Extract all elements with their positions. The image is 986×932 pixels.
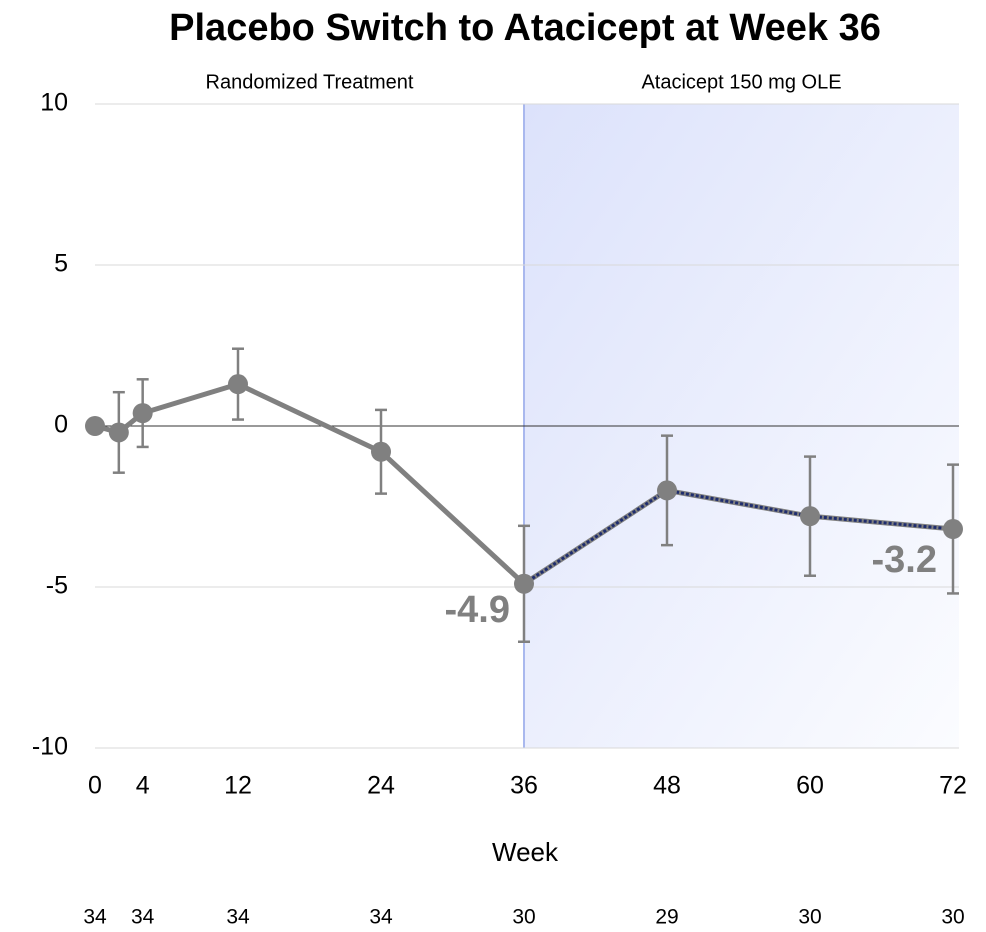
- y-tick-label: -5: [46, 572, 68, 600]
- n-count: 30: [798, 906, 821, 929]
- period-label: Atacicept 150 mg OLE: [641, 71, 841, 93]
- data-point: [108, 422, 129, 443]
- x-tick-label: 60: [796, 772, 824, 800]
- overlay-line: [523, 488, 954, 586]
- data-label: -3.2: [872, 539, 937, 581]
- y-tick-label: 0: [54, 411, 68, 439]
- x-tick-label: 72: [939, 772, 967, 800]
- n-count: 30: [512, 906, 535, 929]
- x-tick-label: 4: [136, 772, 150, 800]
- y-tick-label: -10: [32, 733, 68, 761]
- x-axis-label: Week: [492, 837, 559, 867]
- data-point: [514, 573, 534, 594]
- data-point: [132, 403, 153, 424]
- n-count: 29: [655, 906, 678, 929]
- y-tick-label: 10: [40, 89, 68, 117]
- x-tick-label: 24: [367, 772, 395, 800]
- n-count: 30: [941, 906, 964, 929]
- period-label: Randomized Treatment: [206, 71, 414, 93]
- n-count: 34: [226, 906, 250, 929]
- x-tick-label: 48: [653, 772, 681, 800]
- x-tick-label: 36: [510, 772, 538, 800]
- data-point: [228, 374, 248, 395]
- x-tick-label: 0: [88, 772, 102, 800]
- chart-title: Placebo Switch to Atacicept at Week 36: [169, 7, 881, 49]
- data-point: [800, 506, 820, 527]
- data-point: [943, 519, 963, 540]
- n-count: 34: [369, 906, 393, 929]
- x-tick-label: 12: [224, 772, 252, 800]
- data-point: [657, 480, 677, 501]
- n-count: 34: [83, 906, 107, 929]
- data-point: [85, 416, 105, 436]
- y-tick-label: 5: [54, 250, 68, 278]
- data-point: [371, 441, 391, 462]
- n-count: 34: [131, 906, 155, 929]
- data-label: -4.9: [445, 589, 510, 631]
